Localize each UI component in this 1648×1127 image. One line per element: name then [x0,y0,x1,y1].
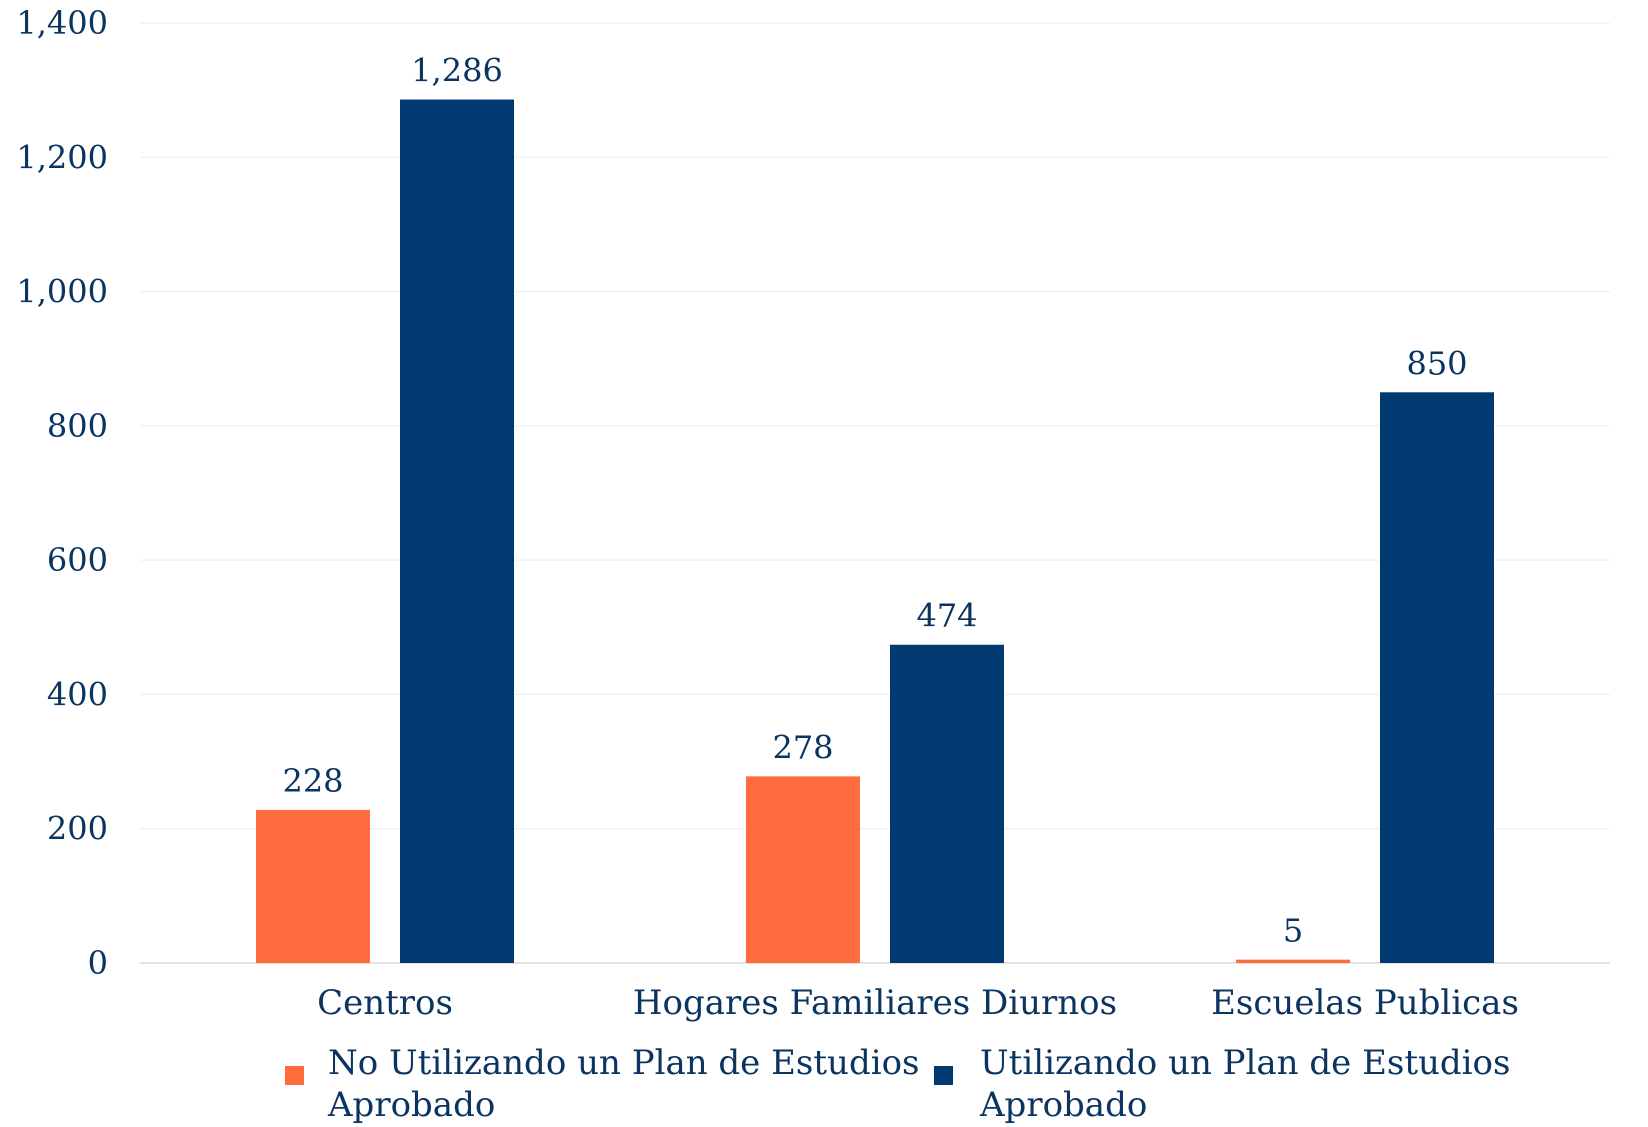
bar [1236,959,1350,963]
y-axis: 0 200 400 600 800 1,000 1,200 1,400 [16,4,108,982]
data-label: 850 [1406,344,1467,382]
bar [1380,392,1494,963]
y-tick-label: 1,200 [16,138,108,176]
x-tick-label: Hogares Familiares Diurnos [633,983,1117,1023]
bar [400,99,514,964]
legend-swatch [285,1066,304,1085]
data-label: 228 [282,762,343,800]
data-label: 474 [916,597,977,635]
bar [746,776,860,963]
y-tick-label: 600 [47,541,108,579]
y-tick-label: 200 [47,810,108,848]
legend-label: No Utilizando un Plan de Estudios Aprobad… [327,1043,920,1125]
y-tick-label: 0 [88,944,108,982]
y-tick-label: 1,400 [16,4,108,42]
bar [256,809,370,963]
x-tick-label: Escuelas Publicas [1211,983,1519,1023]
y-tick-label: 400 [47,675,108,713]
bars: 228 1,286 278 474 5 850 [256,52,1494,964]
y-tick-label: 800 [47,407,108,445]
legend-swatch [934,1066,953,1085]
legend-label: Utilizando un Plan de Estudios Aprobado [979,1043,1510,1125]
x-tick-label: Centros [317,983,453,1023]
legend: No Utilizando un Plan de Estudios Aprobad… [285,1043,1510,1125]
data-label: 1,286 [411,52,503,90]
y-tick-label: 1,000 [16,273,108,311]
gridlines [140,22,1610,964]
bar [890,644,1004,963]
data-label: 5 [1283,912,1303,950]
data-label: 278 [772,728,833,766]
x-axis: Centros Hogares Familiares Diurnos Escuela… [317,983,1519,1023]
